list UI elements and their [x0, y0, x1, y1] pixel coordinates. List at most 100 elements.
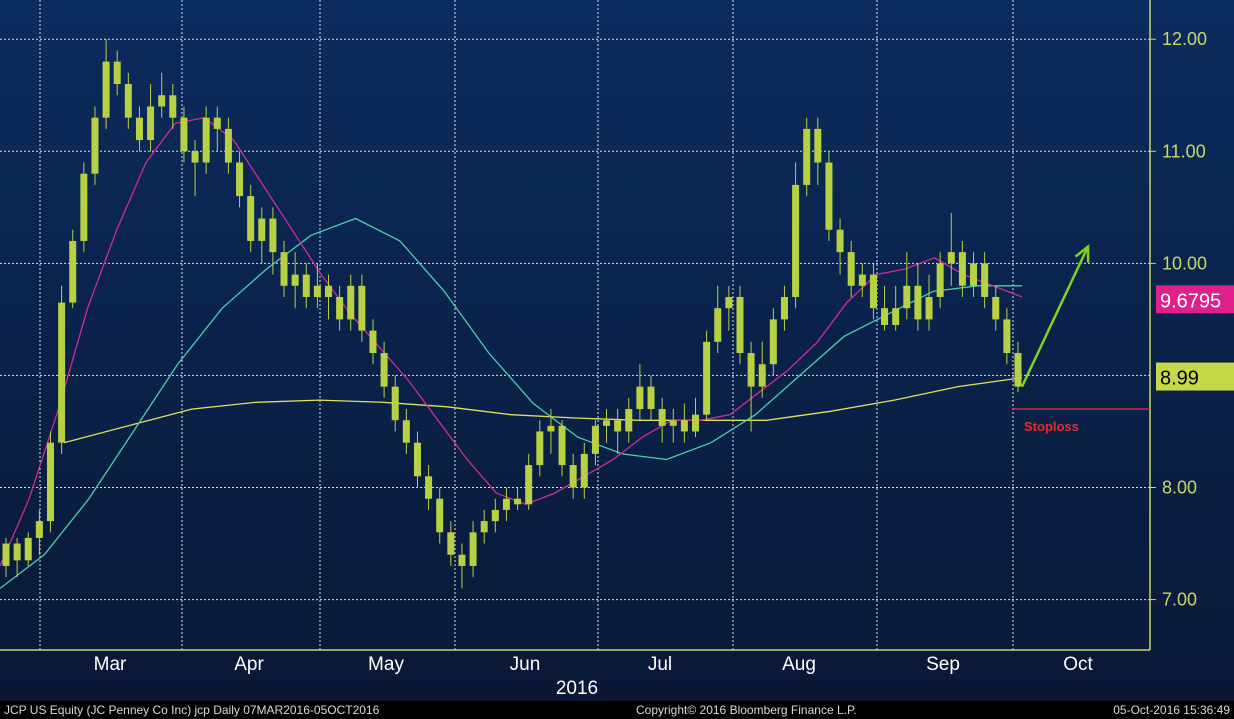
- candle-body: [747, 353, 755, 387]
- x-tick-label-oct: Oct: [1063, 654, 1093, 675]
- candle-body: [169, 95, 177, 118]
- candle-body: [13, 543, 21, 561]
- candle-body: [825, 162, 833, 230]
- candle-body: [947, 252, 955, 264]
- candle-body: [981, 263, 989, 297]
- candle-body: [1014, 353, 1022, 387]
- candle-body: [869, 274, 877, 309]
- candle-body: [291, 274, 299, 286]
- candle-body: [758, 364, 766, 387]
- footer-timestamp: 05-Oct-2016 15:36:49: [1113, 703, 1230, 717]
- price-label-last: 8.99: [1160, 368, 1199, 390]
- candle-body: [914, 285, 922, 320]
- candle-body: [614, 420, 622, 432]
- candle-body: [124, 84, 132, 118]
- x-tick-label-sep: Sep: [926, 654, 960, 675]
- candle-body: [280, 252, 288, 286]
- candle-body: [547, 425, 555, 432]
- price-label-ma: 9.6795: [1160, 290, 1221, 312]
- candle-body: [625, 409, 633, 432]
- ma-long-line: [63, 377, 1023, 444]
- candle-body: [80, 173, 88, 241]
- candle-body: [569, 465, 577, 488]
- candle-body: [35, 521, 43, 538]
- candle-body: [780, 296, 788, 320]
- candle-body: [603, 420, 611, 426]
- candle-body: [858, 274, 866, 286]
- price-label-last-bg: [1156, 362, 1234, 391]
- candle-body: [903, 285, 911, 309]
- candle-body: [1003, 319, 1011, 354]
- overlay: Stoploss 9.6795 8.99: [1012, 243, 1234, 434]
- candle-body: [69, 240, 77, 303]
- candle-body: [325, 285, 333, 297]
- candle-body: [202, 117, 210, 163]
- candle-body: [580, 453, 588, 488]
- candle-body: [158, 95, 166, 107]
- ma-short-line: [0, 117, 1023, 567]
- candle-body: [147, 106, 155, 141]
- candle-body: [380, 353, 388, 387]
- candle-body: [958, 252, 966, 286]
- candle-body: [191, 151, 199, 163]
- candle-body: [803, 128, 811, 185]
- candle-body: [847, 252, 855, 286]
- y-tick-label: 7.00: [1162, 590, 1197, 610]
- footer: JCP US Equity (JC Penney Co Inc) jcp Dai…: [0, 701, 1234, 719]
- up-arrow-head: [1074, 243, 1090, 263]
- candle-body: [2, 543, 10, 566]
- moving-averages: [0, 117, 1023, 589]
- candle-body: [591, 425, 599, 454]
- candle-body: [658, 409, 666, 426]
- candle-body: [892, 308, 900, 325]
- candle-body: [213, 117, 221, 129]
- candle-body: [680, 420, 688, 432]
- price-label-ma-bg: [1156, 285, 1234, 314]
- candle-body: [425, 476, 433, 499]
- ma-mid-line: [0, 217, 1022, 589]
- x-tick-label-may: May: [368, 654, 404, 675]
- candle-body: [391, 386, 399, 421]
- up-arrow-shaft: [1020, 246, 1090, 388]
- candle-body: [302, 274, 310, 297]
- plot-background: [0, 0, 1234, 701]
- candle-body: [558, 425, 566, 466]
- candle-body: [769, 319, 777, 365]
- y-tick-label: 10.00: [1162, 253, 1207, 273]
- candle-body: [703, 341, 711, 415]
- candle-body: [502, 498, 510, 510]
- candle-body: [347, 285, 355, 320]
- candle-body: [269, 218, 277, 253]
- candle-body: [458, 554, 466, 566]
- candle-body: [525, 465, 533, 505]
- candle-body: [936, 263, 944, 297]
- candle-body: [736, 296, 744, 354]
- candle-body: [480, 521, 488, 533]
- footer-copyright: Copyright© 2016 Bloomberg Finance L.P.: [636, 703, 857, 717]
- candle-body: [58, 302, 66, 443]
- candle-body: [336, 296, 344, 320]
- candle-body: [102, 61, 110, 118]
- candle-body: [180, 117, 188, 152]
- candle-body: [669, 420, 677, 426]
- candle-body: [247, 196, 255, 241]
- candle-body: [46, 442, 54, 522]
- x-tick-label-jul: Jul: [648, 654, 672, 675]
- candle-body: [491, 509, 499, 522]
- y-tick-label: 11.00: [1162, 141, 1206, 161]
- candle-body: [369, 330, 377, 354]
- candle-body: [135, 117, 143, 141]
- candle-body: [636, 386, 644, 410]
- candle-body: [402, 420, 410, 443]
- y-tick-label: 8.00: [1162, 478, 1197, 498]
- y-axis: 12.00 11.00 10.00 8.00 7.00: [1149, 0, 1207, 650]
- candle-body: [91, 117, 99, 174]
- candle-body: [992, 296, 1000, 320]
- candle-body: [536, 431, 544, 466]
- candle-body: [313, 285, 321, 297]
- candle-body: [113, 61, 121, 85]
- x-axis: Mar Apr May Jun Jul Aug Sep Oct 2016: [0, 649, 1150, 699]
- stoploss-label: Stoploss: [1024, 419, 1079, 434]
- candle-body: [447, 532, 455, 555]
